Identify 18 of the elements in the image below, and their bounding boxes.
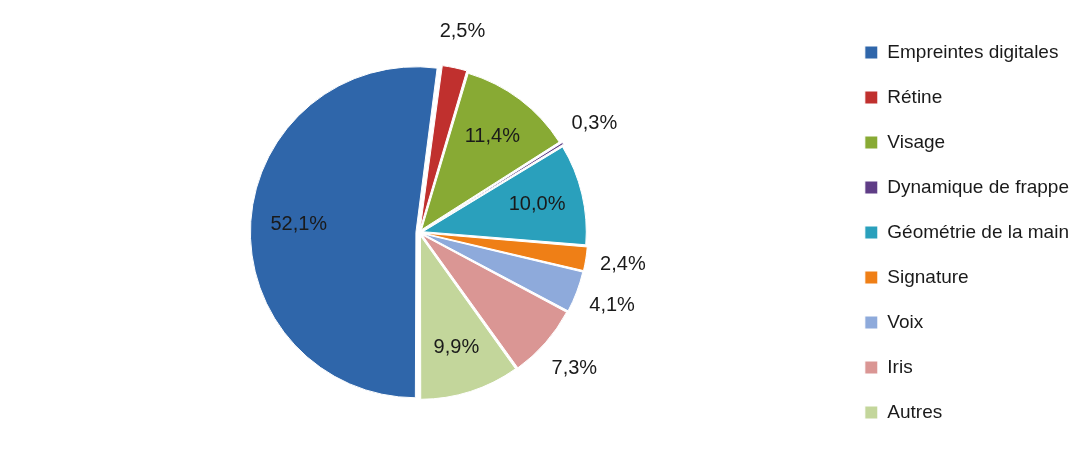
legend-label: Dynamique de frappe — [887, 175, 1069, 197]
legend-label: Signature — [887, 265, 969, 287]
legend-label: Iris — [887, 355, 913, 377]
data-label: 7,3% — [551, 355, 598, 378]
legend-label: Voix — [887, 310, 924, 332]
data-label: 52,1% — [270, 212, 328, 235]
legend-label: Géométrie de la main — [887, 220, 1069, 242]
data-label: 2,5% — [439, 18, 486, 41]
data-label: 9,9% — [433, 335, 480, 358]
legend-label: Visage — [887, 130, 946, 152]
data-label: 4,1% — [589, 292, 636, 315]
data-label: 10,0% — [508, 192, 566, 215]
data-label: 2,4% — [600, 252, 646, 275]
legend-label: Rétine — [887, 85, 943, 107]
legend-label: Empreintes digitales — [887, 40, 1059, 62]
legend-label: Autres — [887, 400, 943, 422]
data-label: 11,4% — [464, 123, 521, 146]
data-label: 0,3% — [571, 111, 618, 134]
